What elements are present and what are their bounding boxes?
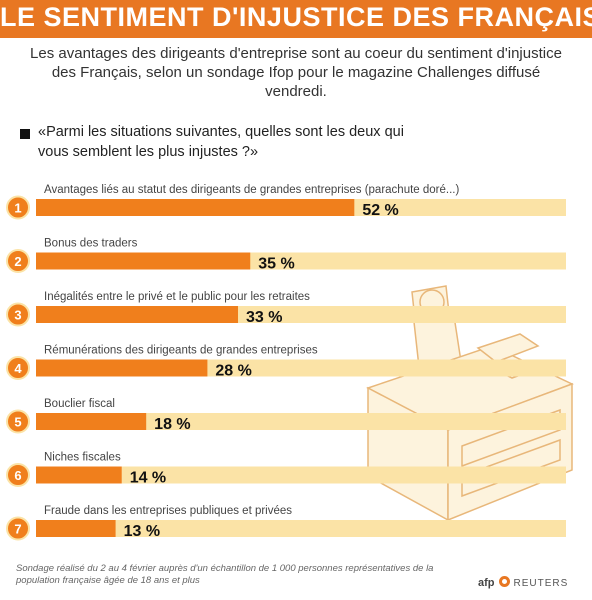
category-label: Inégalités entre le privé et le public p… (44, 291, 310, 303)
rank-badge (6, 356, 30, 380)
bar (36, 199, 355, 216)
bar (36, 520, 116, 537)
bar-track (36, 466, 566, 484)
rank-badge (6, 195, 30, 220)
logo-ring-icon (498, 576, 510, 588)
bar (36, 466, 122, 484)
value-label: 28 % (215, 363, 251, 380)
category-label: Avantages liés au statut des dirigeants … (44, 184, 459, 196)
rank-badge (6, 409, 30, 434)
rank-badge (6, 516, 30, 541)
bar (36, 413, 147, 430)
rank-badge (6, 463, 30, 487)
category-label: Bouclier fiscal (44, 398, 115, 410)
rank-number: 3 (14, 308, 21, 323)
value-label: 18 % (154, 416, 190, 433)
value-label: 33 % (246, 309, 282, 326)
rank-number: 7 (14, 522, 21, 537)
question-bullet (20, 129, 30, 139)
value-label: 13 % (124, 523, 160, 540)
title-bar (0, 0, 592, 38)
category-label: Bonus des traders (44, 238, 138, 250)
footnote: Sondage réalisé du 2 au 4 février auprès… (16, 563, 434, 586)
value-label: 52 % (362, 202, 398, 219)
chart-title: LE SENTIMENT D'INJUSTICE DES FRANÇAIS (0, 2, 592, 32)
rank-number: 6 (14, 468, 21, 483)
bar (36, 306, 239, 323)
rank-number: 4 (14, 361, 22, 376)
bar (36, 252, 251, 270)
category-label: Rémunérations des dirigeants de grandes … (44, 345, 318, 357)
agency-logo: afp REUTERS (478, 573, 568, 591)
reuters-logo-text: REUTERS (513, 578, 569, 589)
bar-track (36, 413, 566, 430)
afp-logo-text: afp (478, 577, 495, 589)
bar-track (36, 520, 566, 537)
rank-number: 1 (14, 201, 21, 216)
rank-badge (6, 302, 30, 327)
category-label: Fraude dans les entreprises publiques et… (44, 505, 292, 517)
value-label: 14 % (130, 470, 166, 487)
rank-badge (6, 249, 30, 273)
rank-number: 2 (14, 254, 21, 269)
value-label: 35 % (258, 256, 294, 273)
category-label: Niches fiscales (44, 452, 121, 464)
bar (36, 359, 208, 377)
survey-question: «Parmi les situations suivantes, quelles… (38, 124, 404, 160)
rank-number: 5 (14, 415, 21, 430)
chart-subtitle: Les avantages des dirigeants d'entrepris… (30, 45, 562, 100)
